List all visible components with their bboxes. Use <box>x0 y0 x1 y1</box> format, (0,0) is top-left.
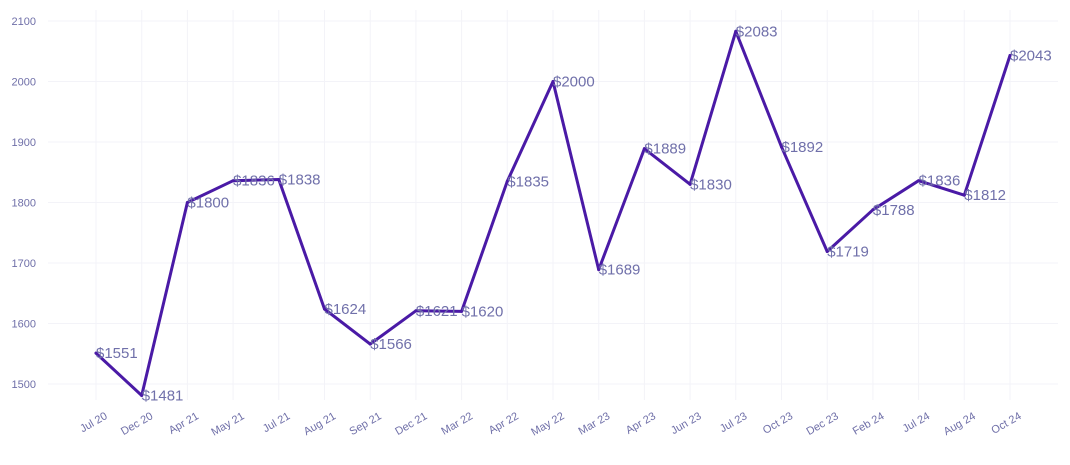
x-tick-label: Jul 23 <box>718 410 749 435</box>
data-label: $1624 <box>325 301 367 318</box>
data-point <box>551 80 555 83</box>
data-label: $1836 <box>919 173 961 190</box>
data-point <box>962 193 966 197</box>
x-tick-label: May 21 <box>209 410 246 438</box>
series-line-group <box>94 29 1012 397</box>
data-label: $2083 <box>736 23 778 40</box>
data-point <box>94 351 98 355</box>
data-label: $1836 <box>233 173 275 190</box>
y-tick-label: 1800 <box>12 198 36 210</box>
x-tick-label: Dec 23 <box>805 410 841 438</box>
data-point <box>185 201 189 204</box>
x-tick-label: Dec 20 <box>119 410 155 438</box>
data-point <box>505 179 509 183</box>
x-tick-label: Mar 23 <box>577 410 613 438</box>
x-tick-label: Oct 24 <box>989 410 1023 437</box>
x-tick-label: Aug 24 <box>942 410 978 438</box>
data-label: $1892 <box>782 139 824 156</box>
data-label: $1788 <box>873 202 915 219</box>
data-label: $1835 <box>507 173 549 190</box>
x-tick-label: Apr 21 <box>167 410 201 437</box>
x-tick-label: Jul 20 <box>78 410 109 435</box>
x-tick-label: Jul 21 <box>261 410 292 435</box>
data-label: $1838 <box>279 172 321 189</box>
y-tick-label: 2100 <box>12 16 36 28</box>
data-label: $1812 <box>964 187 1006 204</box>
y-tick-label: 2000 <box>12 77 36 89</box>
data-point <box>597 268 601 272</box>
x-tick-label: Apr 23 <box>624 410 658 437</box>
data-label: $1481 <box>142 387 184 404</box>
data-point <box>140 393 144 397</box>
x-tick-label: Sep 21 <box>347 410 383 438</box>
data-point <box>1008 53 1012 57</box>
data-point <box>734 29 738 33</box>
data-point <box>368 342 372 346</box>
data-label: $1830 <box>690 176 732 193</box>
data-label: $2000 <box>553 74 595 91</box>
data-label: $1566 <box>370 336 412 353</box>
y-tick-label: 1500 <box>12 379 36 391</box>
x-tick-label: Mar 22 <box>439 410 475 438</box>
y-tick-label: 1900 <box>12 137 36 149</box>
x-tick-label: Dec 21 <box>393 410 429 438</box>
x-tick-label: Oct 23 <box>761 410 795 437</box>
x-tick-label: Jun 23 <box>669 410 704 437</box>
x-axis-ticks: Jul 20 Dec 20 Apr 21 May 21 Jul 21 Aug 21 Sep … <box>78 410 1023 438</box>
data-point <box>871 208 875 212</box>
data-label: $1719 <box>827 244 869 261</box>
data-point <box>231 179 235 183</box>
data-label: $1621 <box>416 303 458 320</box>
y-tick-label: 1600 <box>12 319 36 331</box>
x-tick-label: Jul 24 <box>901 410 932 435</box>
data-point <box>825 250 829 254</box>
x-tick-label: May 22 <box>529 410 566 438</box>
data-point <box>688 182 692 186</box>
x-tick-label: Apr 22 <box>487 410 521 437</box>
data-label: $1551 <box>96 345 138 362</box>
y-tick-label: 1700 <box>12 258 36 270</box>
data-point <box>323 307 326 311</box>
x-tick-label: Aug 21 <box>302 410 338 438</box>
data-point <box>917 179 921 183</box>
data-point <box>414 309 418 313</box>
data-point <box>642 147 646 151</box>
data-labels: $1551$1481$1800$1836 $1838$1624$1566$1621… <box>96 23 1052 404</box>
data-label: $2043 <box>1010 47 1052 64</box>
data-label: $1620 <box>462 303 504 320</box>
data-point <box>780 145 783 149</box>
x-tick-label: Feb 24 <box>851 410 887 438</box>
y-axis-ticks: 1500 1600 1700 1800 1900 2000 2100 <box>12 16 36 391</box>
data-point <box>460 309 464 313</box>
data-point <box>277 178 281 182</box>
data-label: $1889 <box>644 141 686 158</box>
data-label: $1689 <box>599 262 641 279</box>
data-label: $1800 <box>187 195 229 212</box>
